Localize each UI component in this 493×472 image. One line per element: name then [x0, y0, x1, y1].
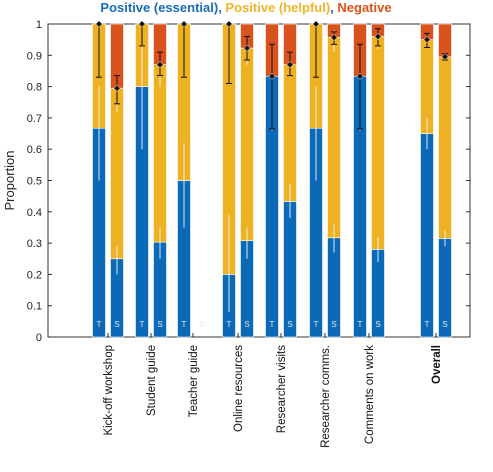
bar-code-label: S	[244, 320, 249, 329]
bar-code-label: T	[182, 320, 187, 329]
title-part: ,	[330, 0, 337, 15]
title-part: ,	[218, 0, 225, 15]
y-tick-label: 0.2	[27, 269, 42, 281]
bar-segment-essential	[420, 133, 434, 338]
bar-code-label: T	[97, 320, 102, 329]
positive-marker	[356, 72, 364, 80]
positive-marker	[441, 53, 449, 61]
category-label: Researcher visits	[276, 345, 288, 433]
axes	[47, 23, 471, 338]
y-tick-label: 0.7	[27, 113, 42, 125]
bar-code-label: S	[375, 320, 380, 329]
positive-marker	[286, 61, 294, 69]
positive-marker	[113, 84, 121, 92]
bars-layer	[92, 23, 452, 338]
positive-marker	[225, 20, 233, 28]
y-tick-label: 0.8	[27, 82, 42, 94]
y-tick-label: 0.5	[27, 176, 42, 188]
bar-segment-helpful	[327, 37, 341, 239]
bar-code-label: T	[227, 320, 232, 329]
chart-title: Positive (essential), Positive (helpful)…	[100, 0, 391, 15]
positive-marker	[268, 72, 276, 80]
positive-marker	[156, 61, 164, 69]
y-tick-label: 0.3	[27, 238, 42, 250]
bar-code-label: T	[270, 320, 275, 329]
positive-marker	[330, 33, 338, 42]
bar-code-label: S	[199, 320, 204, 329]
bar-code-label: S	[442, 320, 447, 329]
title-part: Negative	[337, 0, 391, 15]
labels-layer: 0 0.1 0.2 0.3 0.4 0.5 0.6 0.7 0.8 0.9 1 Proportion K…	[2, 19, 448, 448]
bar-code-label: S	[157, 320, 162, 329]
category-label: Overall	[431, 345, 443, 384]
category-label: Comments on work	[364, 345, 376, 444]
bar-code-label: T	[425, 320, 430, 329]
title-part: Positive (helpful)	[225, 0, 330, 15]
y-tick-label: 1	[36, 19, 42, 31]
y-tick-label: 0.6	[27, 144, 42, 156]
title-part: Positive (essential)	[100, 0, 218, 15]
y-tick-label: 0.4	[27, 207, 42, 219]
bar-code-label: S	[287, 320, 292, 329]
category-label: Teacher guide	[188, 345, 200, 417]
bar-segment-helpful	[240, 47, 254, 241]
positive-marker	[374, 32, 382, 41]
bar-code-label: S	[114, 320, 119, 329]
bar-segment-helpful	[283, 64, 297, 202]
positive-marker	[423, 36, 431, 44]
error-bars-layer	[95, 20, 449, 312]
category-label: Researcher comms.	[320, 345, 332, 448]
bar-code-label: T	[358, 320, 363, 329]
y-axis-label: Proportion	[2, 151, 17, 211]
bar-segment-helpful	[371, 36, 385, 250]
bar-segment-helpful	[110, 87, 124, 260]
y-tick-label: 0.1	[27, 301, 42, 313]
category-label: Online resources	[233, 345, 245, 432]
bar-code-label: T	[314, 320, 319, 329]
y-tick-label: 0	[36, 332, 42, 344]
bar-code-label: S	[331, 320, 336, 329]
positive-marker	[138, 20, 146, 28]
bar-code-label: T	[140, 320, 145, 329]
positive-marker	[243, 44, 251, 52]
y-tick-label: 0.9	[27, 50, 42, 62]
bar-segment-helpful	[438, 56, 452, 239]
bar-segment-negative	[438, 23, 452, 58]
category-label: Student guide	[146, 345, 158, 416]
positive-marker	[312, 20, 320, 28]
category-label: Kick-off workshop	[103, 345, 115, 436]
bar-segment-essential	[283, 201, 297, 338]
bar-segment-helpful	[153, 64, 167, 243]
positive-marker	[95, 20, 103, 28]
positive-marker	[180, 20, 188, 28]
